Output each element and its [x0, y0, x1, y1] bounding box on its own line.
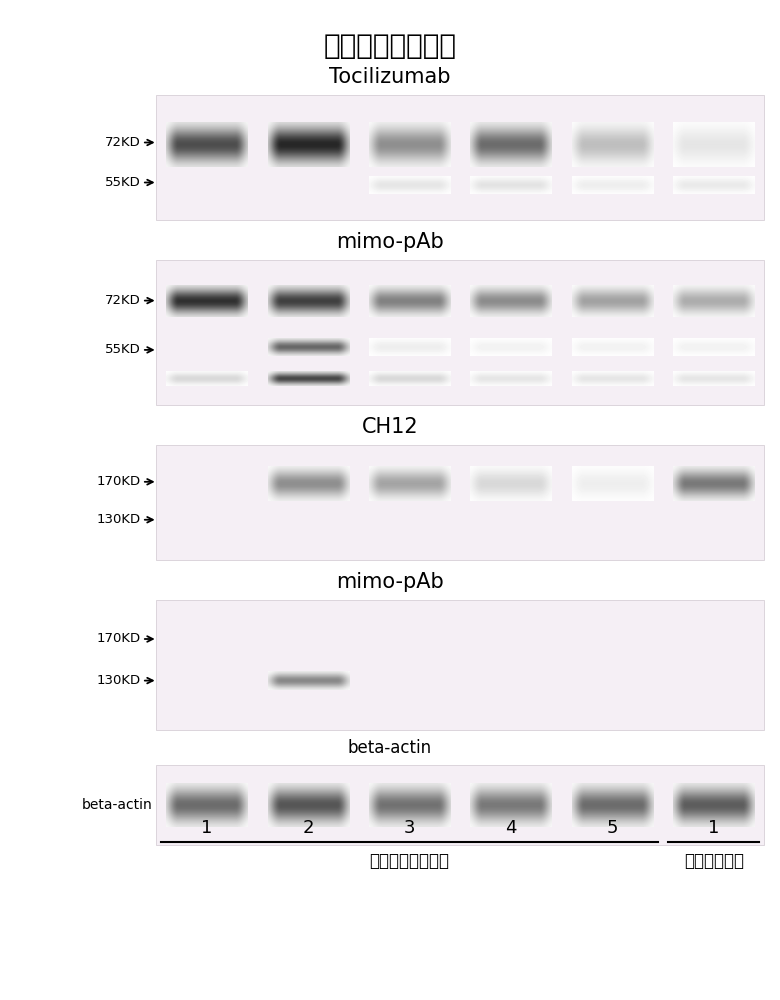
Text: mimo-pAb: mimo-pAb [336, 232, 444, 252]
Text: CH12: CH12 [362, 417, 418, 437]
Text: 成纤维样滑膜细胞: 成纤维样滑膜细胞 [324, 32, 456, 60]
Text: 1: 1 [708, 819, 719, 837]
Text: 55KD: 55KD [105, 343, 140, 356]
Text: Tocilizumab: Tocilizumab [329, 67, 451, 87]
Text: 130KD: 130KD [96, 674, 140, 687]
Text: 170KD: 170KD [96, 475, 140, 488]
Bar [156, 260, 764, 405]
Text: 3: 3 [404, 819, 415, 837]
Text: 1: 1 [201, 819, 212, 837]
Text: 2: 2 [303, 819, 314, 837]
Text: 170KD: 170KD [96, 633, 140, 646]
Text: 55KD: 55KD [105, 176, 140, 189]
Text: 类风湿关节炎患者: 类风湿关节炎患者 [370, 852, 449, 870]
Text: beta-actin: beta-actin [81, 798, 152, 812]
Text: 130KD: 130KD [96, 513, 140, 526]
Text: 72KD: 72KD [105, 136, 140, 149]
Bar [156, 765, 764, 845]
Text: 72KD: 72KD [105, 294, 140, 307]
Text: beta-actin: beta-actin [348, 739, 432, 757]
Text: 5: 5 [607, 819, 618, 837]
Bar [156, 445, 764, 560]
Text: 4: 4 [505, 819, 516, 837]
Bar [156, 95, 764, 220]
Text: 骨关节炎患者: 骨关节炎患者 [684, 852, 743, 870]
Bar [156, 600, 764, 730]
Text: mimo-pAb: mimo-pAb [336, 572, 444, 592]
